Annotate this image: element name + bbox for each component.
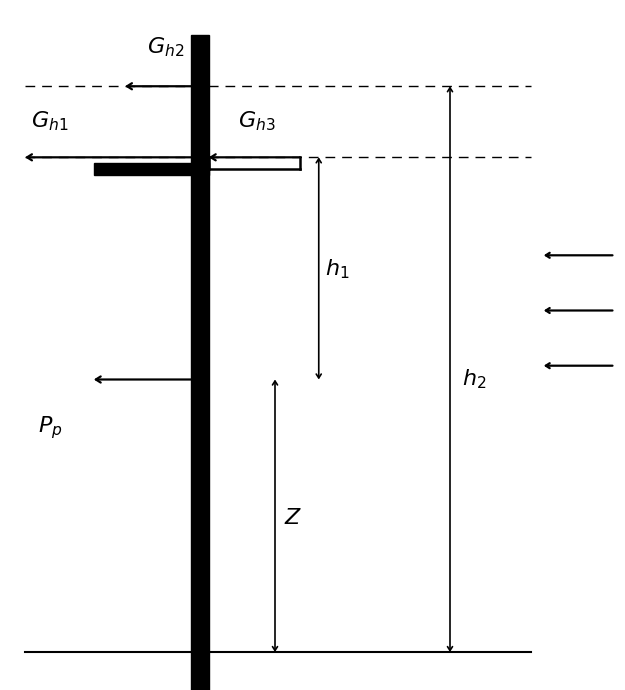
Bar: [94, 163, 209, 175]
Text: $Z$: $Z$: [284, 508, 302, 527]
Text: $h_1$: $h_1$: [325, 257, 349, 281]
Text: $G_{h1}$: $G_{h1}$: [31, 109, 69, 132]
Text: $P_p$: $P_p$: [38, 415, 62, 441]
Text: $G_{h2}$: $G_{h2}$: [147, 35, 184, 59]
Text: $h_2$: $h_2$: [462, 368, 487, 391]
Bar: [191, 34, 209, 690]
Text: $G_{h3}$: $G_{h3}$: [238, 109, 275, 132]
